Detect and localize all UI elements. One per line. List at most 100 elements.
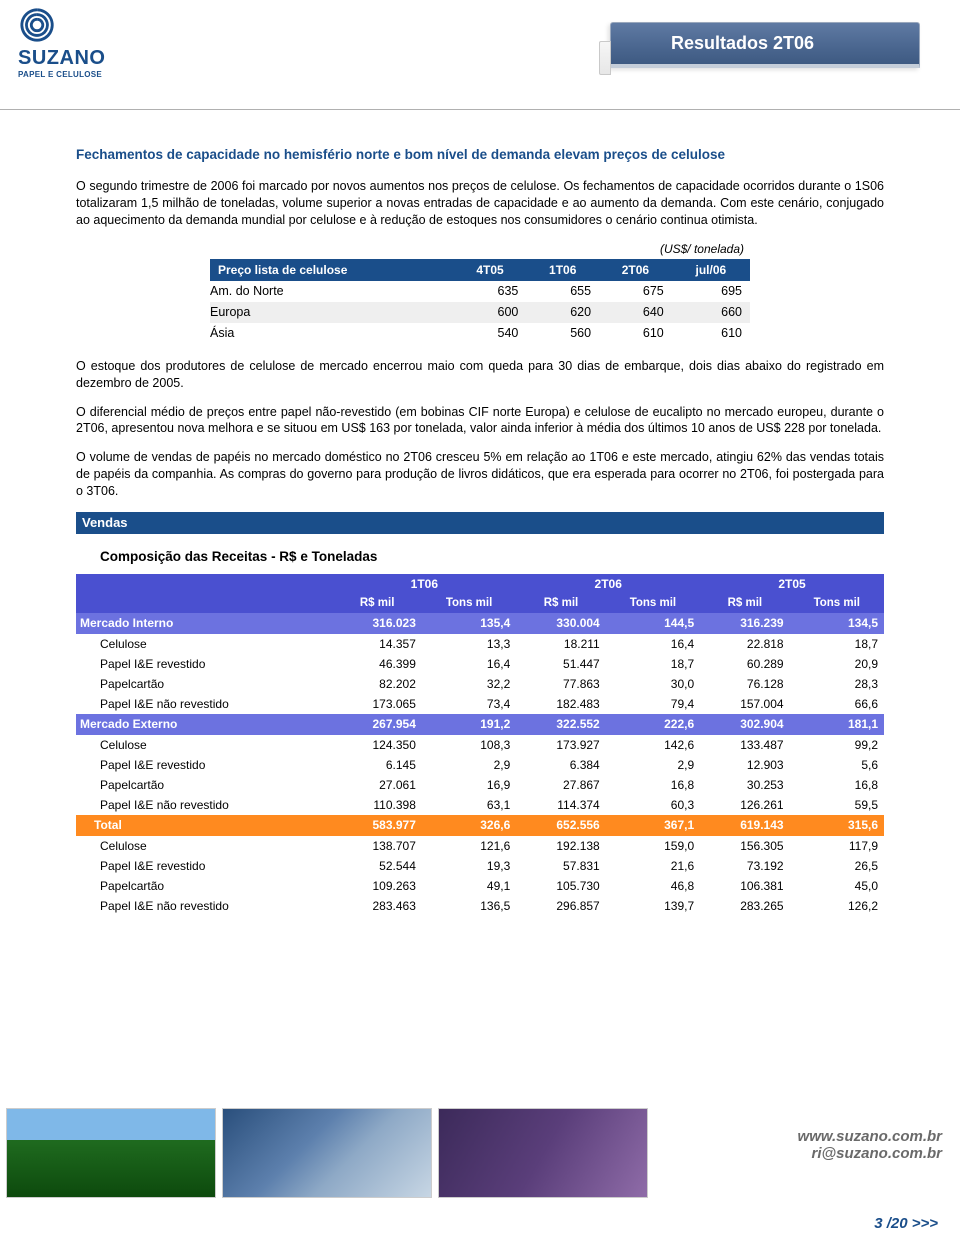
- price-table-row: Ásia540560610610: [210, 323, 750, 344]
- comp-cell: 139,7: [606, 896, 700, 916]
- comp-group-value: 302.904: [700, 714, 789, 734]
- price-cell: 620: [526, 302, 599, 323]
- comp-cell: 77.863: [516, 674, 605, 694]
- comp-row-label: Papelcartão: [76, 674, 332, 694]
- comp-cell: 2,9: [422, 755, 516, 775]
- comp-row-label: Celulose: [76, 836, 332, 856]
- comp-data-row: Celulose124.350108,3173.927142,6133.4879…: [76, 735, 884, 755]
- comp-row-label: Papel I&E revestido: [76, 755, 332, 775]
- page-number: 3 /20 >>>: [874, 1215, 938, 1232]
- comp-row-label: Papelcartão: [76, 775, 332, 795]
- comp-group-value: 191,2: [422, 714, 516, 734]
- comp-cell: 121,6: [422, 836, 516, 856]
- comp-cell: 182.483: [516, 694, 605, 714]
- comp-data-row: Papel I&E revestido46.39916,451.44718,76…: [76, 654, 884, 674]
- comp-cell: 12.903: [700, 755, 789, 775]
- price-cell: 610: [599, 323, 672, 344]
- logo-text: SUZANO: [18, 47, 105, 70]
- comp-cell: 82.202: [332, 674, 421, 694]
- comp-cell: 20,9: [790, 654, 884, 674]
- comp-cell: 51.447: [516, 654, 605, 674]
- footer-url-2: ri@suzano.com.br: [654, 1145, 942, 1162]
- comp-cell: 283.463: [332, 896, 421, 916]
- comp-data-row: Papel I&E não revestido173.06573,4182.48…: [76, 694, 884, 714]
- comp-cell: 59,5: [790, 795, 884, 815]
- comp-cell: 63,1: [422, 795, 516, 815]
- comp-cell: 66,6: [790, 694, 884, 714]
- comp-period: 2T05: [700, 574, 884, 594]
- logo-subtext: PAPEL E CELULOSE: [18, 70, 105, 79]
- comp-data-row: Celulose14.35713,318.21116,422.81818,7: [76, 634, 884, 654]
- comp-cell: 105.730: [516, 876, 605, 896]
- price-cell: 635: [454, 281, 527, 302]
- price-table-col: jul/06: [672, 259, 750, 281]
- comp-cell: 60.289: [700, 654, 789, 674]
- comp-group-value: 583.977: [332, 815, 421, 835]
- comp-cell: 52.544: [332, 856, 421, 876]
- comp-cell: 296.857: [516, 896, 605, 916]
- comp-unit: R$ mil: [516, 594, 605, 614]
- title-tab: Resultados 2T06: [610, 22, 920, 68]
- comp-group-value: 222,6: [606, 714, 700, 734]
- comp-cell: 18.211: [516, 634, 605, 654]
- price-row-label: Ásia: [210, 323, 454, 344]
- comp-cell: 57.831: [516, 856, 605, 876]
- comp-group-row: Mercado Externo267.954191,2322.552222,63…: [76, 714, 884, 734]
- comp-blank: [76, 574, 332, 594]
- comp-group-value: 316.023: [332, 613, 421, 633]
- comp-cell: 142,6: [606, 735, 700, 755]
- comp-period: 1T06: [332, 574, 516, 594]
- paragraph-2: O estoque dos produtores de celulose de …: [76, 358, 884, 392]
- footer-url-1: www.suzano.com.br: [654, 1128, 942, 1145]
- comp-cell: 21,6: [606, 856, 700, 876]
- price-table: Preço lista de celulose4T051T062T06jul/0…: [210, 259, 750, 344]
- comp-cell: 30.253: [700, 775, 789, 795]
- comp-cell: 28,3: [790, 674, 884, 694]
- comp-cell: 14.357: [332, 634, 421, 654]
- comp-group-value: 322.552: [516, 714, 605, 734]
- comp-cell: 27.061: [332, 775, 421, 795]
- comp-unit: R$ mil: [700, 594, 789, 614]
- comp-row-label: Celulose: [76, 634, 332, 654]
- comp-group-label: Mercado Externo: [76, 714, 332, 734]
- comp-row-label: Celulose: [76, 735, 332, 755]
- comp-cell: 73,4: [422, 694, 516, 714]
- comp-group-value: 315,6: [790, 815, 884, 835]
- comp-cell: 13,3: [422, 634, 516, 654]
- page-footer: www.suzano.com.br ri@suzano.com.br 3 /20…: [0, 1108, 960, 1238]
- comp-cell: 18,7: [790, 634, 884, 654]
- comp-cell: 6.384: [516, 755, 605, 775]
- comp-group-value: 134,5: [790, 613, 884, 633]
- comp-cell: 283.265: [700, 896, 789, 916]
- paragraph-4: O volume de vendas de papéis no mercado …: [76, 449, 884, 500]
- comp-cell: 60,3: [606, 795, 700, 815]
- comp-unit: Tons mil: [606, 594, 700, 614]
- section-subhead: Fechamentos de capacidade no hemisfério …: [76, 146, 884, 164]
- logo: SUZANO PAPEL E CELULOSE: [18, 6, 105, 79]
- comp-row-label: Papel I&E não revestido: [76, 896, 332, 916]
- price-table-row: Am. do Norte635655675695: [210, 281, 750, 302]
- price-unit-label: (US$/ tonelada): [76, 241, 744, 257]
- comp-data-row: Papel I&E não revestido283.463136,5296.8…: [76, 896, 884, 916]
- price-table-col: 2T06: [599, 259, 672, 281]
- comp-cell: 138.707: [332, 836, 421, 856]
- title-text: Resultados 2T06: [671, 33, 814, 54]
- comp-cell: 173.065: [332, 694, 421, 714]
- comp-cell: 22.818: [700, 634, 789, 654]
- comp-data-row: Papelcartão82.20232,277.86330,076.12828,…: [76, 674, 884, 694]
- paragraph-3: O diferencial médio de preços entre pape…: [76, 404, 884, 438]
- comp-cell: 49,1: [422, 876, 516, 896]
- comp-row-label: Papel I&E revestido: [76, 654, 332, 674]
- comp-cell: 109.263: [332, 876, 421, 896]
- comp-cell: 5,6: [790, 755, 884, 775]
- comp-row-label: Papel I&E não revestido: [76, 694, 332, 714]
- price-cell: 640: [599, 302, 672, 323]
- comp-cell: 173.927: [516, 735, 605, 755]
- price-table-col: 4T05: [454, 259, 527, 281]
- section-bar-vendas: Vendas: [76, 512, 884, 534]
- comp-cell: 76.128: [700, 674, 789, 694]
- comp-cell: 126,2: [790, 896, 884, 916]
- price-row-label: Am. do Norte: [210, 281, 454, 302]
- composition-table: 1T062T062T05R$ milTons milR$ milTons mil…: [76, 574, 884, 917]
- logo-swirl-icon: [18, 6, 56, 44]
